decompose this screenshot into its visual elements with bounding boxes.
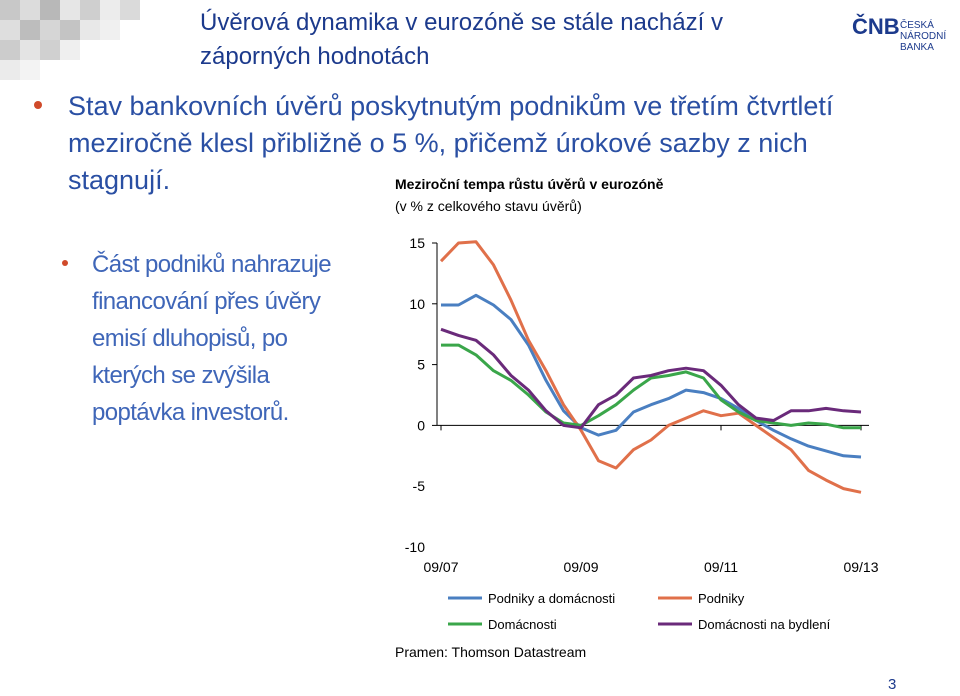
series-line: [440, 327, 862, 430]
series-line: [439, 240, 862, 494]
logo-text: ČESKÁ: [900, 20, 934, 31]
bullet: Stav bankovních úvěrů poskytnutým podnik…: [68, 91, 834, 195]
y-tick-label: 15: [409, 235, 425, 251]
slide-title: Úvěrová dynamika v eurozóně se stále nac…: [200, 9, 723, 70]
bullet-dot: [34, 101, 42, 109]
x-tick-label: 09/07: [423, 559, 458, 575]
logo-mark: ČNB: [852, 14, 900, 39]
series-line: [441, 343, 861, 430]
logo-text: NÁRODNÍ BANKA: [900, 31, 947, 53]
y-tick-label: -10: [405, 539, 425, 555]
legend-label: Domácnosti: [488, 617, 557, 632]
legend-label: Podniky: [698, 591, 745, 606]
legend-label: Podniky a domácnosti: [488, 591, 615, 606]
page-number: 3: [888, 676, 897, 693]
mosaic: [0, 0, 140, 80]
sub-bullet: Část podniků nahrazuje financování přes …: [92, 251, 332, 426]
legend-label: Domácnosti na bydlení: [698, 617, 831, 632]
y-tick-label: 10: [409, 296, 425, 312]
chart-subtitle: (v % z celkového stavu úvěrů): [395, 198, 582, 214]
x-tick-label: 09/13: [843, 559, 878, 575]
source: Pramen: Thomson Datastream: [395, 644, 586, 660]
bullet-dot: [62, 260, 68, 266]
logo: ČNB ČESKÁ NÁRODNÍ BANKA: [852, 14, 952, 53]
x-tick-label: 09/09: [563, 559, 598, 575]
series-line: [441, 293, 862, 459]
chart-title: Meziroční tempa růstu úvěrů v eurozóně: [395, 176, 664, 192]
x-tick-label: 09/11: [704, 559, 738, 575]
y-tick-label: -5: [413, 478, 426, 494]
y-tick-label: 5: [417, 357, 425, 373]
y-tick-label: 0: [417, 417, 425, 433]
